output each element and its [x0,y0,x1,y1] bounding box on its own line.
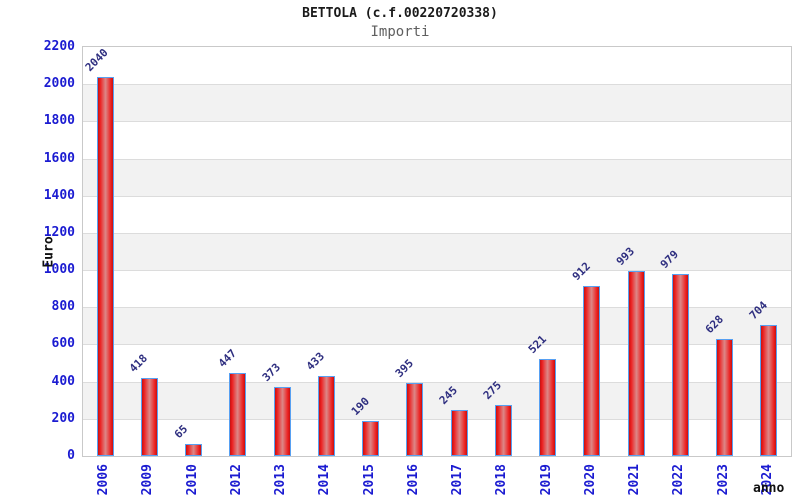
bar [716,339,734,456]
x-tick-label: 2016 [405,464,421,496]
bar [185,443,203,456]
bar [760,325,778,456]
x-tick-label: 2019 [538,464,554,496]
bar [317,375,335,456]
bar [362,420,380,456]
gridline [83,84,791,86]
gridline [83,232,791,234]
grid-band [83,195,791,233]
gridline [83,270,791,272]
y-axis-title: Euro [41,236,57,268]
y-tick-label: 1600 [43,150,75,166]
y-tick-label: 1800 [43,113,75,129]
x-tick-label: 2014 [317,464,333,496]
y-tick-label: 1400 [43,187,75,203]
y-tick-label: 0 [67,448,75,463]
x-tick-label: 2018 [494,464,510,496]
x-tick-label: 2015 [361,464,377,496]
y-tick-label: 400 [51,373,75,389]
gridline [83,121,791,123]
x-tick-label: 2023 [715,464,731,496]
gridline [83,344,791,346]
y-tick-label: 1000 [43,262,75,278]
gridline [83,307,791,309]
grid-band [83,232,791,271]
bar [229,372,247,456]
gridline [83,158,791,160]
bar [450,410,468,456]
x-tick-label: 2020 [582,464,598,496]
y-tick-label: 600 [51,336,75,352]
bar [583,286,601,456]
bar [96,76,114,456]
gridline [83,418,791,420]
gridline [83,195,791,197]
bar [406,382,424,456]
grid-band [83,47,791,85]
x-tick-label: 2012 [228,464,244,496]
bar [539,359,557,456]
bar [627,271,645,456]
bar [140,378,158,456]
plot-area: 0 200 400 600 800 1000 1200 1400 1600 1800 2000 220… [44,39,792,495]
grid-band [83,84,791,122]
x-tick-label: 2006 [96,464,112,496]
chart-subtitle: Importi [370,24,430,40]
y-tick-label: 1200 [43,224,75,240]
bar [671,274,689,456]
y-tick-label: 2000 [43,76,75,92]
bar [273,386,291,456]
grid-band [83,158,791,196]
x-tick-label: 2017 [450,464,466,496]
bar [494,404,512,456]
chart-title: BETTOLA (c.f.00220720338) [302,6,498,21]
x-tick-label: 2010 [184,464,200,496]
grid-band [83,121,791,159]
x-tick-label: 2013 [273,464,289,496]
x-tick-label: 2009 [140,464,156,496]
y-tick-label: 800 [51,299,75,315]
x-axis-title: anno [753,481,785,496]
y-tick-label: 2200 [43,39,75,54]
x-tick-label: 2022 [671,464,687,496]
x-tick-label: 2021 [627,464,643,496]
gridline [83,381,791,383]
y-tick-label: 200 [51,410,75,426]
